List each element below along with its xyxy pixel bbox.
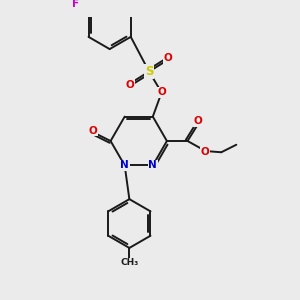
Text: O: O bbox=[88, 126, 97, 136]
Text: O: O bbox=[201, 147, 210, 157]
Text: O: O bbox=[164, 53, 172, 64]
Text: N: N bbox=[148, 160, 157, 170]
Text: CH₃: CH₃ bbox=[120, 258, 139, 267]
Text: S: S bbox=[145, 65, 153, 78]
Text: O: O bbox=[126, 80, 135, 90]
Text: N: N bbox=[120, 160, 129, 170]
Text: F: F bbox=[72, 0, 79, 9]
Text: O: O bbox=[194, 116, 202, 126]
Text: O: O bbox=[158, 87, 167, 97]
